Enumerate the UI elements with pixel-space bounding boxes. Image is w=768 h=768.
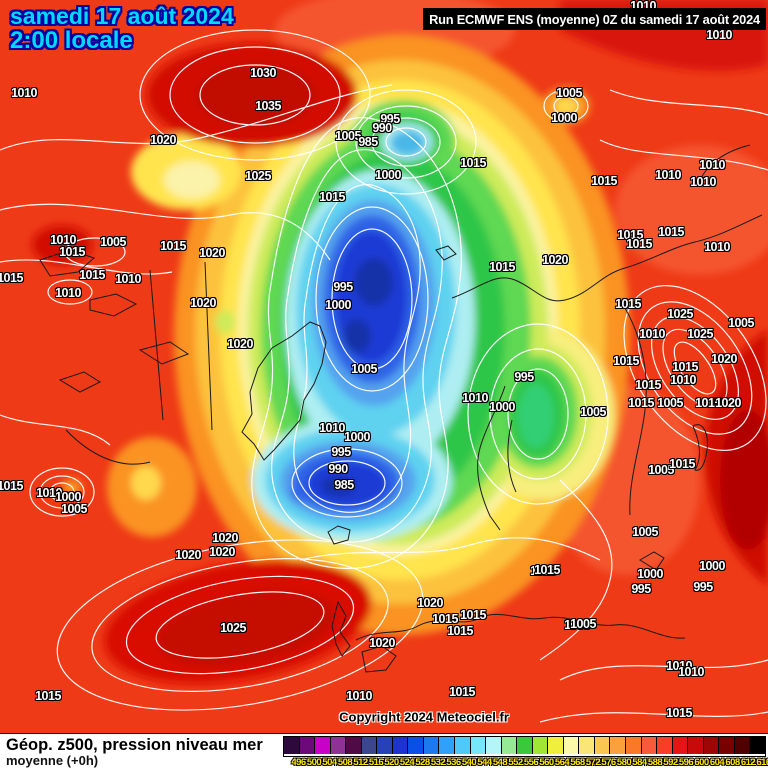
run-banner-text: Run ECMWF ENS (moyenne) 0Z du samedi 17 … [429, 11, 760, 27]
valid-date-line1: samedi 17 août 2024 [10, 3, 234, 29]
legend-value: 616 [756, 757, 768, 768]
legend-swatch [315, 737, 331, 754]
legend-value: 512 [353, 757, 368, 768]
legend-swatch [455, 737, 471, 754]
map-subtitle: moyenne (+0h) [6, 753, 99, 768]
legend-value: 508 [337, 757, 353, 768]
legend-value: 572 [585, 757, 601, 768]
legend-swatch-row [283, 736, 766, 757]
legend-swatch [330, 737, 347, 754]
color-scale-legend: 496 500 504 508 512 516 520 524 528 532 536 540 544 5… [283, 736, 768, 768]
legend-value: 540 [461, 757, 477, 768]
legend-value: 560 [539, 757, 554, 768]
legend-swatch [299, 737, 316, 754]
pressure-map [0, 0, 768, 723]
legend-swatch [672, 737, 689, 754]
legend-swatch [377, 737, 393, 754]
legend-value: 564 [554, 757, 570, 768]
legend-swatch [361, 737, 378, 754]
valid-date-line2: 2:00 locale [10, 27, 133, 55]
legend-swatch [346, 737, 362, 754]
legend-value: 524 [399, 757, 415, 768]
legend-value: 532 [430, 757, 446, 768]
legend-value: 548 [492, 757, 508, 768]
legend-value: 588 [647, 757, 663, 768]
legend-swatch [439, 737, 456, 754]
legend-swatch [657, 737, 673, 754]
legend-value: 536 [446, 757, 461, 768]
legend-value: 552 [508, 757, 523, 768]
legend-swatch [688, 737, 704, 754]
legend-swatch [517, 737, 533, 754]
legend-swatch [486, 737, 502, 754]
legend-value: 544 [477, 757, 492, 768]
legend-swatch [392, 737, 409, 754]
legend-swatch [610, 737, 627, 754]
legend-value: 496 [291, 757, 306, 768]
legend-value: 556 [523, 757, 539, 768]
legend-value: 500 [306, 757, 322, 768]
legend-swatch [626, 737, 642, 754]
legend-value: 520 [384, 757, 399, 768]
legend-value: 576 [601, 757, 616, 768]
legend-value: 600 [694, 757, 709, 768]
legend-swatch [719, 737, 735, 754]
legend-value: 604 [709, 757, 725, 768]
legend-swatch [594, 737, 611, 754]
legend-swatch [501, 737, 518, 754]
legend-value: 608 [725, 757, 740, 768]
legend-value: 592 [663, 757, 678, 768]
legend-swatch [470, 737, 487, 754]
legend-swatch [408, 737, 424, 754]
legend-value: 528 [415, 757, 430, 768]
legend-swatch [548, 737, 564, 754]
legend-value: 612 [740, 757, 756, 768]
legend-value: 516 [368, 757, 384, 768]
legend-value: 596 [678, 757, 694, 768]
legend-value: 584 [632, 757, 647, 768]
run-banner: Run ECMWF ENS (moyenne) 0Z du samedi 17 … [423, 8, 766, 30]
legend-swatch [734, 737, 751, 754]
legend-swatch [750, 737, 765, 754]
copyright-text: Copyright 2024 Meteociel.fr [339, 709, 509, 725]
legend-swatch [703, 737, 720, 754]
legend-swatch [284, 737, 300, 754]
legend-swatch [563, 737, 580, 754]
legend-value: 568 [570, 757, 585, 768]
legend-value: 580 [616, 757, 632, 768]
legend-swatch [423, 737, 440, 754]
legend-swatch [579, 737, 595, 754]
footer-bar: Géop. z500, pression niveau mer moyenne … [0, 733, 768, 768]
legend-value: 504 [322, 757, 337, 768]
legend-swatch [641, 737, 658, 754]
valid-date: samedi 17 août 2024 2:00 locale [10, 4, 234, 53]
map-title: Géop. z500, pression niveau mer [6, 736, 263, 754]
legend-swatch [532, 737, 549, 754]
